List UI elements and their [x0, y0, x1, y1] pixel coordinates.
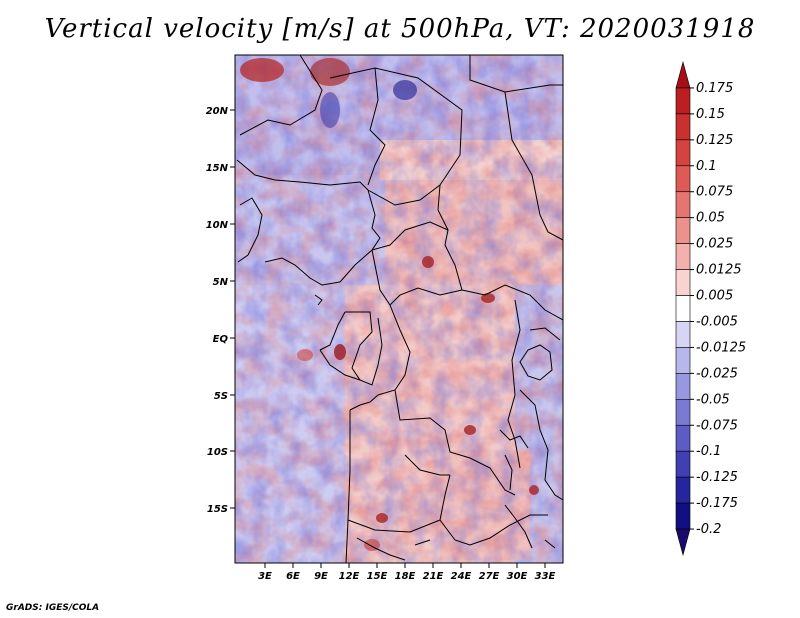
colorbar-segment — [675, 321, 691, 348]
lon-label-24e: 24E — [451, 571, 472, 582]
country-boundaries — [236, 55, 563, 563]
velocity-field-blue-texture — [235, 55, 563, 563]
colorbar-label: -0.175 — [696, 496, 738, 511]
colorbar-label: 0.05 — [696, 211, 725, 226]
lat-label-15n: 15N — [206, 163, 229, 174]
lon-label-6e: 6E — [286, 571, 300, 582]
lon-label-21e: 21E — [423, 571, 444, 582]
lat-label-10n: 10N — [206, 220, 229, 231]
lat-label-15s: 15S — [207, 504, 228, 515]
colorbar-segment — [675, 217, 691, 244]
colorbar-label: 0.175 — [696, 81, 733, 96]
colorbar-segment — [675, 243, 691, 270]
colorbar-labels: 0.175 0.15 0.125 0.1 0.075 0.05 0.025 0.0125 0.0… — [690, 81, 746, 537]
colorbar-segment — [675, 113, 691, 141]
colorbar-label: 0.005 — [696, 289, 733, 304]
colorbar-segment — [675, 87, 691, 115]
colorbar-label: -0.0125 — [696, 340, 746, 355]
map-panel — [235, 55, 563, 563]
colorbar-segment — [675, 295, 691, 322]
lat-label-eq: EQ — [213, 334, 229, 345]
colorbar-segment — [675, 347, 691, 374]
map-title: Vertical velocity [m/s] at 500hPa, VT: 2… — [44, 14, 756, 44]
colorbar-segment — [675, 191, 691, 218]
latitude-axis: 20N 15N 10N 5N EQ 5S 10S 15S — [206, 106, 235, 515]
grads-credit: GrADS: IGES/COLA — [6, 603, 100, 613]
lat-label-20n: 20N — [206, 106, 229, 117]
colorbar-label: -0.125 — [696, 470, 738, 485]
colorbar-label: -0.05 — [696, 392, 730, 407]
lon-label-15e: 15E — [367, 571, 388, 582]
colorbar-segment — [675, 502, 691, 530]
colorbar-label: 0.125 — [696, 133, 733, 148]
colorbar-label: -0.025 — [696, 366, 738, 381]
colorbar-segment — [675, 399, 691, 426]
colorbar-segment — [675, 450, 691, 478]
colorbar-segment — [675, 165, 691, 193]
lon-label-30e: 30E — [507, 571, 528, 582]
lon-label-9e: 9E — [314, 571, 328, 582]
colorbar-label: -0.2 — [696, 522, 721, 537]
colorbar-segment — [675, 476, 691, 504]
lat-label-5s: 5S — [214, 391, 228, 402]
colorbar-segment — [675, 528, 691, 557]
map-frame — [234, 54, 564, 564]
colorbar-label: 0.0125 — [696, 263, 742, 278]
colorbar-label: 0.15 — [696, 107, 725, 122]
longitude-axis: 3E 6E 9E 12E 15E 18E 21E 24E 27E 30E 33E — [258, 563, 556, 582]
colorbar-segment — [675, 60, 691, 89]
colorbar-label: 0.075 — [696, 185, 733, 200]
lat-label-5n: 5N — [213, 277, 229, 288]
colorbar: 0.175 0.15 0.125 0.1 0.075 0.05 0.025 0.0125 0.0… — [675, 60, 746, 557]
colorbar-label: -0.1 — [696, 444, 721, 459]
convective-cells — [240, 58, 539, 551]
colorbar-segment — [675, 139, 691, 167]
colorbar-segments — [675, 60, 691, 557]
colorbar-segment — [675, 269, 691, 296]
colorbar-label: 0.025 — [696, 237, 733, 252]
colorbar-segment — [675, 373, 691, 400]
lon-label-33e: 33E — [535, 571, 556, 582]
lon-label-3e: 3E — [258, 571, 272, 582]
colorbar-label: -0.005 — [696, 314, 738, 329]
lon-label-12e: 12E — [339, 571, 360, 582]
lon-label-18e: 18E — [395, 571, 416, 582]
colorbar-label: 0.1 — [696, 159, 717, 174]
lat-label-10s: 10S — [207, 447, 228, 458]
lon-label-27e: 27E — [479, 571, 500, 582]
colorbar-segment — [675, 424, 691, 452]
colorbar-label: -0.075 — [696, 418, 738, 433]
